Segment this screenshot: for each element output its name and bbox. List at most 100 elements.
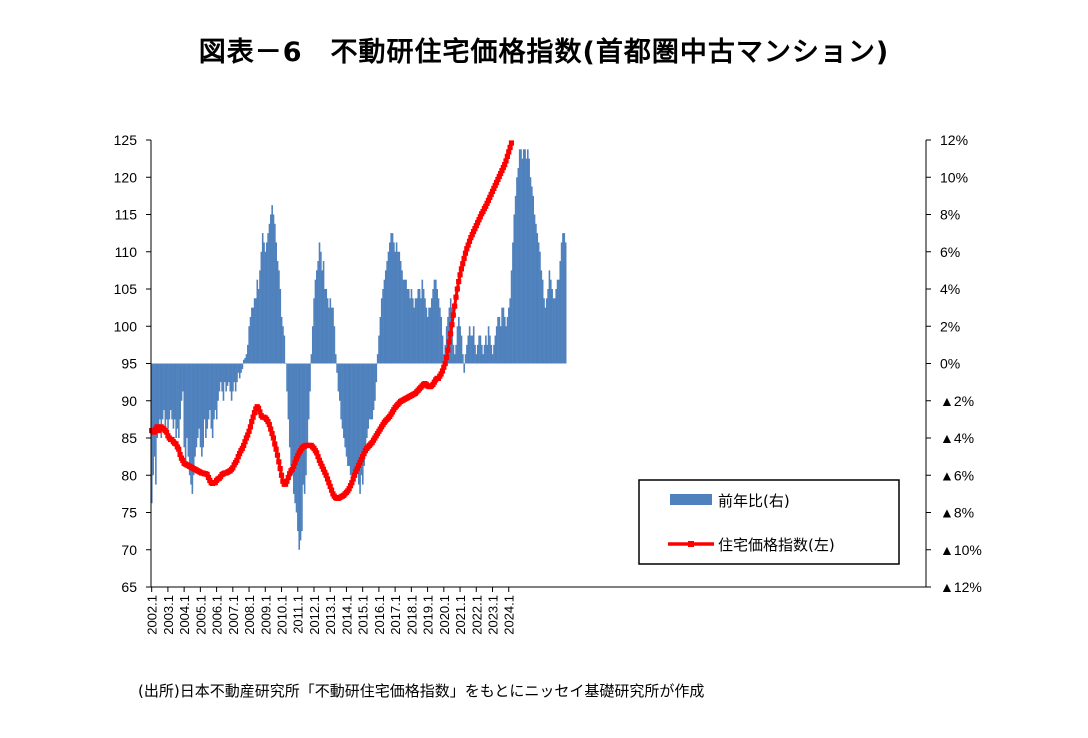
yoy-bar bbox=[310, 354, 313, 364]
yoy-bar bbox=[389, 242, 391, 364]
yoy-bar bbox=[494, 335, 497, 364]
yoy-bar bbox=[554, 298, 556, 364]
yoy-bar bbox=[485, 335, 487, 364]
yoy-bar bbox=[453, 354, 456, 364]
yoy-bar bbox=[479, 335, 482, 364]
index-point bbox=[326, 480, 332, 486]
yoy-bar bbox=[410, 289, 413, 364]
x-tick-label: 2013.1 bbox=[323, 595, 338, 635]
index-point bbox=[236, 451, 243, 457]
yoy-bar bbox=[361, 363, 364, 485]
yoy-bar bbox=[221, 363, 223, 392]
yoy-bar bbox=[476, 344, 479, 364]
index-point bbox=[315, 454, 321, 460]
yoy-bar bbox=[371, 363, 374, 420]
yoy-bar bbox=[328, 307, 330, 364]
yoy-bar bbox=[226, 363, 229, 386]
index-point bbox=[475, 220, 481, 226]
yoy-bar bbox=[236, 363, 238, 383]
index-point bbox=[358, 457, 364, 463]
index-point bbox=[504, 153, 510, 159]
left-tick-label: 85 bbox=[121, 430, 137, 446]
yoy-bar bbox=[234, 363, 237, 392]
yoy-bar bbox=[225, 363, 227, 392]
yoy-bar bbox=[251, 307, 253, 364]
x-tick-label: 2015.1 bbox=[356, 595, 371, 635]
x-tick-label: 2012.1 bbox=[307, 595, 322, 635]
yoy-bar bbox=[368, 363, 371, 420]
yoy-bar bbox=[466, 344, 468, 364]
left-tick-label: 95 bbox=[121, 356, 137, 372]
index-point bbox=[241, 442, 247, 449]
index-point bbox=[439, 368, 446, 374]
yoy-bar bbox=[370, 363, 372, 420]
index-point bbox=[456, 278, 462, 285]
yoy-bar bbox=[512, 242, 514, 364]
yoy-bar bbox=[424, 298, 426, 364]
x-tick-label: 2016.1 bbox=[372, 595, 387, 635]
yoy-bar bbox=[551, 289, 553, 364]
yoy-bar bbox=[321, 270, 324, 364]
yoy-bar bbox=[351, 363, 353, 485]
index-point bbox=[278, 472, 285, 478]
right-axis-ticks: ▲12% ▲10% ▲8% ▲6% ▲4% ▲2% 0% 2% 4% 6% 8% 10% 12% bbox=[926, 132, 982, 595]
yoy-bar bbox=[416, 298, 418, 364]
yoy-bar bbox=[275, 242, 278, 364]
yoy-bar bbox=[288, 363, 291, 448]
yoy-bar bbox=[406, 289, 409, 364]
yoy-bar bbox=[501, 307, 503, 364]
yoy-bar bbox=[291, 363, 294, 476]
index-point bbox=[274, 452, 281, 458]
yoy-bar bbox=[486, 344, 489, 364]
left-axis-ticks: 65 70 75 80 85 90 95 100 105 110 115 120 125 bbox=[114, 132, 151, 595]
yoy-bar bbox=[244, 357, 246, 364]
index-point bbox=[245, 432, 251, 438]
index-point bbox=[489, 188, 496, 195]
yoy-bar bbox=[237, 363, 240, 373]
yoy-bar bbox=[317, 261, 319, 364]
yoy-bar bbox=[206, 363, 209, 429]
yoy-bar bbox=[187, 363, 190, 457]
yoy-bar bbox=[528, 158, 530, 364]
yoy-bar bbox=[253, 298, 256, 364]
x-tick-label: 2018.1 bbox=[404, 595, 419, 635]
index-point bbox=[361, 451, 367, 457]
left-tick-label: 120 bbox=[114, 169, 138, 185]
yoy-bar bbox=[532, 195, 534, 364]
right-tick-label: ▲12% bbox=[940, 579, 982, 595]
yoy-bar bbox=[163, 363, 165, 411]
legend-label-line: 住宅価格指数(左) bbox=[718, 536, 835, 554]
yoy-bar bbox=[274, 223, 276, 364]
index-point bbox=[323, 472, 329, 478]
yoy-bar bbox=[391, 233, 394, 364]
index-point bbox=[346, 486, 352, 492]
index-point bbox=[180, 457, 186, 463]
yoy-bar bbox=[213, 363, 215, 420]
yoy-bar bbox=[540, 270, 543, 364]
index-point bbox=[327, 483, 333, 490]
index-point bbox=[442, 360, 448, 367]
yoy-bar bbox=[155, 363, 157, 485]
yoy-bar bbox=[271, 205, 273, 364]
index-point bbox=[268, 426, 274, 432]
yoy-bar bbox=[472, 326, 475, 364]
yoy-bar bbox=[218, 363, 221, 392]
index-point bbox=[276, 459, 282, 465]
yoy-bar bbox=[374, 363, 376, 401]
yoy-bar bbox=[514, 195, 517, 364]
yoy-bar bbox=[506, 316, 509, 364]
yoy-bar bbox=[536, 233, 539, 364]
yoy-bar bbox=[242, 359, 245, 364]
index-point bbox=[239, 445, 245, 452]
yoy-bar bbox=[510, 270, 513, 364]
index-point bbox=[318, 460, 324, 466]
yoy-bar bbox=[509, 298, 512, 364]
yoy-bar bbox=[428, 307, 430, 364]
index-point bbox=[495, 176, 501, 183]
right-tick-label: 10% bbox=[940, 169, 968, 185]
yoy-bar bbox=[309, 363, 311, 392]
yoy-bar bbox=[463, 363, 466, 373]
index-point bbox=[360, 454, 366, 460]
index-point bbox=[269, 430, 275, 437]
yoy-bar bbox=[439, 307, 441, 364]
